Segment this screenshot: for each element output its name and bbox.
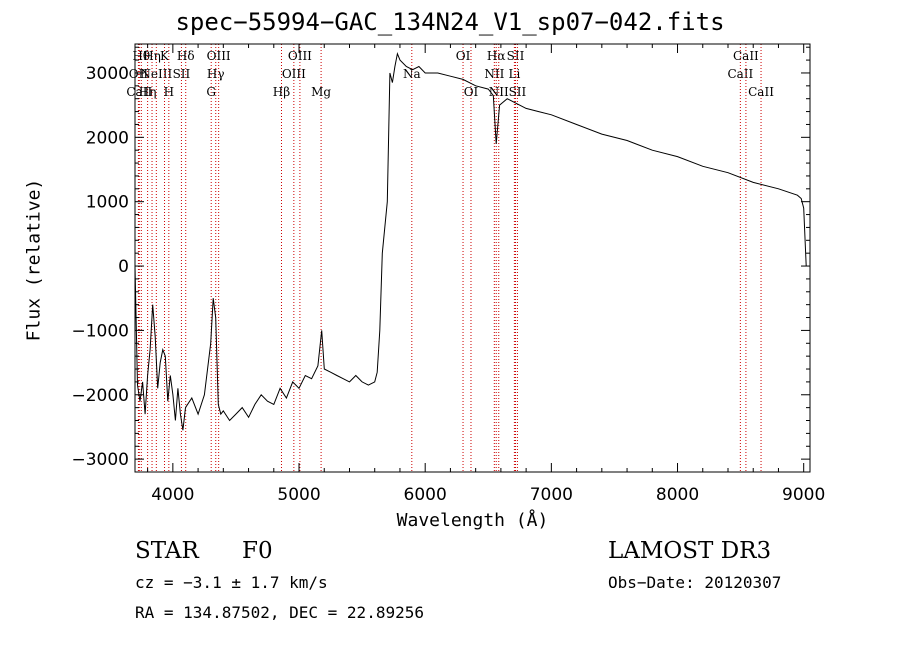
y-tick-label: 0	[118, 257, 129, 277]
object-subclass: F0	[242, 538, 273, 564]
spectral-line-label: Li	[508, 67, 520, 81]
object-class: STAR	[135, 538, 199, 564]
spectral-line-label: SII	[509, 85, 527, 99]
observation-date: Obs−Date: 20120307	[608, 573, 782, 592]
redshift-cz: cz = −3.1 ± 1.7 km/s	[135, 573, 328, 592]
y-tick-label: −2000	[71, 386, 129, 406]
coordinates: RA = 134.87502, DEC = 22.89256	[135, 603, 424, 622]
x-tick-label: 4000	[151, 485, 194, 505]
y-tick-label: −1000	[71, 321, 129, 341]
y-tick-label: 2000	[86, 128, 129, 148]
spectral-line-label: Hη	[139, 85, 157, 99]
spectral-line-label: SII	[507, 49, 525, 63]
spectral-line-label: SII	[173, 67, 191, 81]
x-tick-label: 8000	[656, 485, 699, 505]
spectral-line-label: Hγ	[207, 67, 225, 81]
spectral-line-label: OIII	[207, 49, 231, 63]
spectral-line-label: H	[164, 85, 174, 99]
spectral-line-label: NII	[484, 67, 504, 81]
spectral-line-label: Hβ	[273, 85, 290, 99]
spectral-line-label: OIII	[282, 67, 306, 81]
x-tick-label: 7000	[530, 485, 573, 505]
spectral-line-label: OII	[129, 67, 149, 81]
survey-name: LAMOST DR3	[608, 538, 772, 564]
plot-frame	[134, 43, 811, 473]
x-tick-label: 5000	[277, 485, 320, 505]
x-tick-label: 9000	[782, 485, 825, 505]
spectral-line-label: Na	[403, 67, 421, 81]
spectral-line-label: Hα	[487, 49, 506, 63]
spectral-line-label: Hη	[143, 49, 161, 63]
spectral-line-label: CaII	[126, 85, 152, 99]
spectral-line-label: Hδ	[177, 49, 195, 63]
y-tick-label: 3000	[86, 64, 129, 84]
spectrum-series-line	[134, 51, 807, 431]
spectral-line-label: G	[206, 85, 216, 99]
spectral-line-label: NeIII	[140, 67, 172, 81]
x-axis-label: Wavelength (Å)	[396, 510, 549, 531]
spectral-line-label: Mg	[311, 85, 331, 99]
y-tick-label: −3000	[71, 450, 129, 470]
chart-title: spec−55994−GAC_134N24_V1_sp07−042.fits	[175, 8, 725, 36]
spectral-line-label: K	[160, 49, 170, 63]
spectral-line-label: NII	[489, 85, 509, 99]
spectral-line-label: Hθ	[132, 49, 150, 63]
spectral-line-label: CaII	[748, 85, 774, 99]
spectral-line-label: OI	[456, 49, 471, 63]
spectral-line-label: CaII	[727, 67, 753, 81]
y-tick-label: 1000	[86, 193, 129, 213]
x-tick-label: 6000	[404, 485, 447, 505]
spectral-line-label: OI	[464, 85, 479, 99]
spectral-line-label: OIII	[288, 49, 312, 63]
y-axis-label: Flux (relative)	[23, 178, 45, 342]
spectral-line-label: CaII	[733, 49, 759, 63]
